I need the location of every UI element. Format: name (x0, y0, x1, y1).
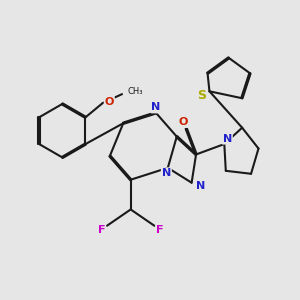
Text: S: S (196, 89, 206, 102)
Text: O: O (178, 117, 188, 127)
Text: F: F (156, 225, 164, 235)
Text: CH₃: CH₃ (128, 87, 143, 96)
Text: N: N (162, 168, 171, 178)
Text: N: N (151, 103, 160, 112)
Text: N: N (196, 181, 205, 191)
Text: N: N (223, 134, 232, 144)
Text: F: F (98, 225, 105, 235)
Text: O: O (105, 97, 114, 107)
